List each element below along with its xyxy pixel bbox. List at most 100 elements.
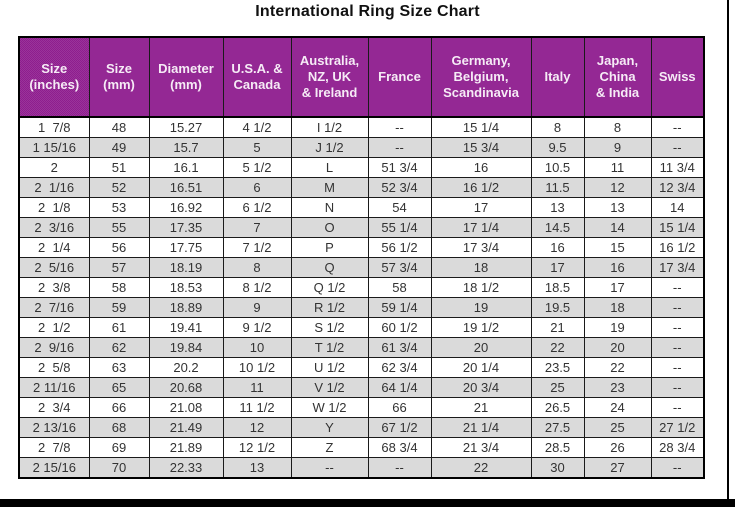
table-cell: 66 — [88, 397, 150, 418]
table-cell: 2 — [18, 157, 90, 178]
frame-bottom-border — [0, 499, 735, 507]
table-cell: 6 1/2 — [222, 197, 292, 218]
table-cell: 25 — [530, 377, 585, 398]
table-cell: 16 1/2 — [430, 177, 532, 198]
table-row: 2 3/8 58 18.53 8 1/2 Q 1/2 58 18 1/2 18.5 17 -- — [18, 277, 705, 298]
ring-size-table: Size (inches) Size (mm) Diameter (mm) U.S.A… — [18, 36, 705, 479]
table-cell: 7 — [222, 217, 292, 238]
table-cell: 19.84 — [148, 337, 224, 358]
column-header: Italy — [530, 36, 585, 118]
table-cell: R 1/2 — [290, 297, 369, 318]
table-cell: 21 — [430, 397, 532, 418]
table-cell: 58 — [88, 277, 150, 298]
table-cell: -- — [650, 277, 705, 298]
table-cell: U 1/2 — [290, 357, 369, 378]
table-cell: 18.5 — [530, 277, 585, 298]
table-cell: 62 — [88, 337, 150, 358]
table-cell: 18 — [430, 257, 532, 278]
table-cell: 9 1/2 — [222, 317, 292, 338]
table-cell: 13 — [583, 197, 652, 218]
table-cell: 68 — [88, 417, 150, 438]
table-cell: 55 1/4 — [367, 217, 432, 238]
table-cell: 2 1/16 — [18, 177, 90, 198]
table-cell: 11 — [583, 157, 652, 178]
table-cell: 27.5 — [530, 417, 585, 438]
table-cell: 10 1/2 — [222, 357, 292, 378]
table-cell: Q 1/2 — [290, 277, 369, 298]
table-cell: 2 11/16 — [18, 377, 90, 398]
table-cell: 8 — [583, 116, 652, 138]
table-cell: 2 1/8 — [18, 197, 90, 218]
table-row: 2 3/4 66 21.08 11 1/2 W 1/2 66 21 26.5 24 -- — [18, 397, 705, 418]
table-row: 2 7/16 59 18.89 9 R 1/2 59 1/4 19 19.5 18 -- — [18, 297, 705, 318]
table-cell: 15 3/4 — [430, 137, 532, 158]
table-row: 2 15/16 70 22.33 13 -- -- 22 30 27 -- — [18, 457, 705, 479]
table-cell: 20 3/4 — [430, 377, 532, 398]
table-cell: 6 — [222, 177, 292, 198]
table-cell: -- — [650, 397, 705, 418]
table-cell: 17.75 — [148, 237, 224, 258]
table-cell: 27 — [583, 457, 652, 479]
table-row: 2 13/16 68 21.49 12 Y 67 1/2 21 1/4 27.5 25 27 1/… — [18, 417, 705, 438]
table-cell: 16 — [530, 237, 585, 258]
table-row: 1 15/16 49 15.7 5 J 1/2 -- 15 3/4 9.5 9 -- — [18, 137, 705, 158]
table-cell: 15 1/4 — [650, 217, 705, 238]
table-cell: -- — [650, 317, 705, 338]
table-row: 2 1/2 61 19.41 9 1/2 S 1/2 60 1/2 19 1/2 21 19 -- — [18, 317, 705, 338]
table-cell: 51 3/4 — [367, 157, 432, 178]
column-header: Swiss — [650, 36, 705, 118]
table-cell: 10 — [222, 337, 292, 358]
table-cell: -- — [650, 357, 705, 378]
table-cell: 11 1/2 — [222, 397, 292, 418]
table-cell: 18 — [583, 297, 652, 318]
table-cell: -- — [650, 377, 705, 398]
table-cell: 16.92 — [148, 197, 224, 218]
table-cell: V 1/2 — [290, 377, 369, 398]
table-cell: 25 — [583, 417, 652, 438]
table-cell: 21 1/4 — [430, 417, 532, 438]
table-cell: P — [290, 237, 369, 258]
table-cell: 61 — [88, 317, 150, 338]
table-cell: 52 — [88, 177, 150, 198]
table-cell: 63 — [88, 357, 150, 378]
table-cell: 2 1/4 — [18, 237, 90, 258]
table-cell: 14.5 — [530, 217, 585, 238]
table-cell: J 1/2 — [290, 137, 369, 158]
table-cell: 9 — [583, 137, 652, 158]
table-cell: 8 — [530, 116, 585, 138]
table-cell: 2 3/16 — [18, 217, 90, 238]
table-cell: 9.5 — [530, 137, 585, 158]
table-cell: 28.5 — [530, 437, 585, 458]
table-row: 2 1/8 53 16.92 6 1/2 N 54 17 13 13 14 — [18, 197, 705, 218]
table-row: 2 1/16 52 16.51 6 M 52 3/4 16 1/2 11.5 12 12 3/4 — [18, 177, 705, 198]
table-cell: 16 — [430, 157, 532, 178]
table-cell: 17 1/4 — [430, 217, 532, 238]
table-cell: 20.2 — [148, 357, 224, 378]
table-cell: 20.68 — [148, 377, 224, 398]
table-cell: 20 1/4 — [430, 357, 532, 378]
table-cell: 59 1/4 — [367, 297, 432, 318]
table-cell: 54 — [367, 197, 432, 218]
table-cell: 21.89 — [148, 437, 224, 458]
table-cell: 2 13/16 — [18, 417, 90, 438]
table-cell: 13 — [222, 457, 292, 479]
table-cell: 56 1/2 — [367, 237, 432, 258]
table-cell: 26 — [583, 437, 652, 458]
table-cell: 20 — [430, 337, 532, 358]
table-cell: 22 — [583, 357, 652, 378]
table-cell: 23.5 — [530, 357, 585, 378]
table-cell: 60 1/2 — [367, 317, 432, 338]
table-cell: 2 7/16 — [18, 297, 90, 318]
table-cell: 15.7 — [148, 137, 224, 158]
table-cell: 2 9/16 — [18, 337, 90, 358]
table-cell: 18.19 — [148, 257, 224, 278]
table-cell: 69 — [88, 437, 150, 458]
table-cell: 64 1/4 — [367, 377, 432, 398]
table-cell: 65 — [88, 377, 150, 398]
table-cell: 55 — [88, 217, 150, 238]
table-row: 2 11/16 65 20.68 11 V 1/2 64 1/4 20 3/4 25 23 -- — [18, 377, 705, 398]
table-cell: -- — [650, 337, 705, 358]
table-cell: 22 — [430, 457, 532, 479]
table-cell: 62 3/4 — [367, 357, 432, 378]
